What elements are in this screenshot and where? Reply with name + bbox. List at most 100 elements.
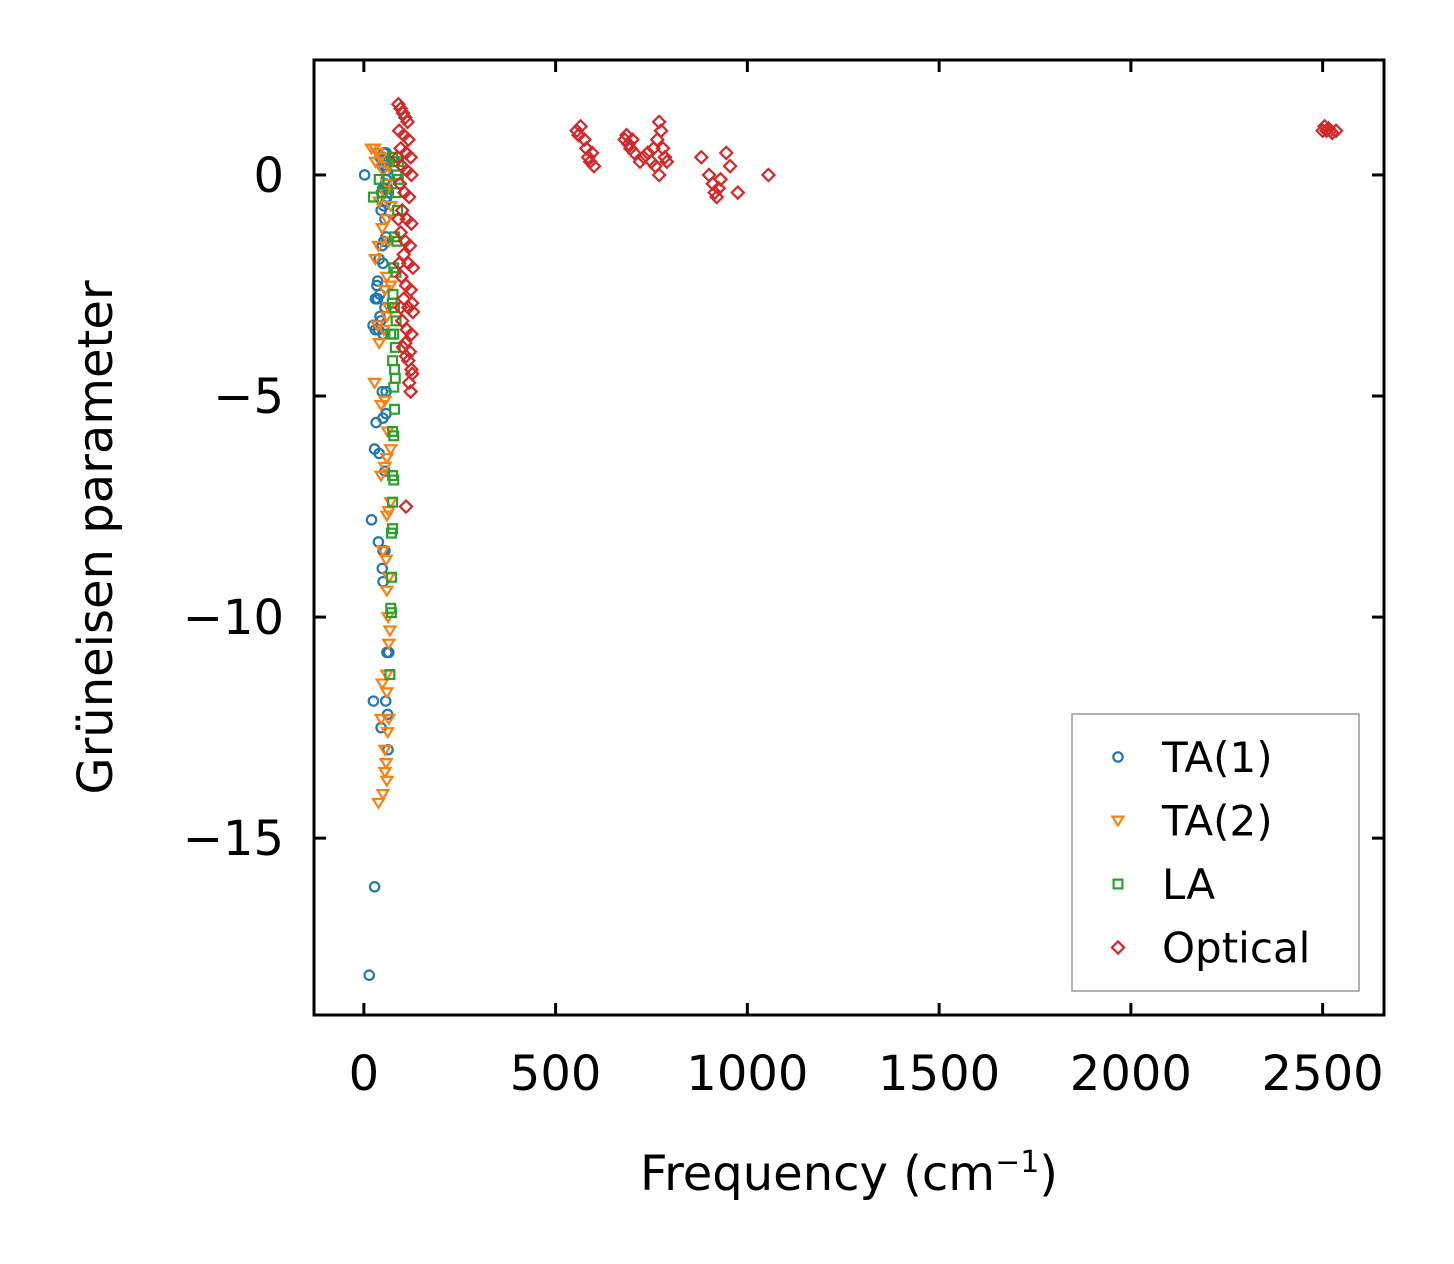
x-axis-label-suffix: ): [1039, 1146, 1058, 1202]
data-point-ta-2: [371, 338, 387, 350]
data-point-la: [390, 315, 402, 327]
data-point-ta-1: [365, 514, 378, 526]
legend-label-ta-1: TA(1): [1161, 733, 1273, 782]
data-point-optical: [401, 375, 417, 391]
y-tick-label: 0: [253, 148, 284, 204]
data-point-optical: [620, 136, 637, 152]
data-point-ta-1: [371, 275, 384, 287]
data-point-optical: [569, 123, 585, 139]
data-point-optical: [626, 145, 642, 161]
legend-marker-ta-1: [1112, 751, 1124, 763]
data-points: [358, 96, 1344, 981]
data-point-optical: [400, 131, 416, 148]
data-point-la: [389, 341, 401, 353]
data-point-la: [385, 571, 397, 583]
data-point-ta-2: [379, 311, 395, 324]
legend-marker-ta-2: [1110, 815, 1126, 828]
y-tick-label: −15: [183, 811, 284, 867]
data-point-ta-2: [378, 758, 394, 771]
data-point-ta-2: [377, 461, 393, 474]
data-point-optical: [401, 189, 417, 205]
data-point-optical: [584, 145, 600, 161]
data-point-optical: [636, 149, 652, 165]
data-point-optical: [711, 180, 727, 196]
data-point-ta-2: [381, 638, 397, 651]
data-point-ta-2: [374, 223, 390, 236]
x-tick-label: 1000: [686, 1046, 808, 1102]
data-point-optical: [403, 167, 420, 183]
data-point-optical: [572, 118, 589, 134]
data-point-la: [387, 470, 399, 482]
series-optical: [390, 96, 1344, 515]
x-tick-label: 1500: [878, 1046, 1000, 1102]
data-point-optical: [580, 149, 596, 165]
data-point-optical: [1328, 123, 1344, 139]
data-point-optical: [404, 366, 420, 382]
data-point-optical: [390, 211, 406, 227]
legend: TA(1) TA(2) LA Optical: [1071, 713, 1360, 992]
data-point-la: [385, 527, 397, 539]
data-point-optical: [730, 185, 746, 201]
data-point-ta-2: [367, 377, 383, 390]
data-point-ta-2: [378, 554, 394, 567]
data-point-optical: [405, 260, 421, 276]
data-point-ta-2: [381, 713, 397, 726]
data-point-ta-2: [375, 788, 391, 801]
data-point-ta-2: [373, 470, 389, 483]
data-point-ta-2: [383, 444, 399, 457]
data-point-ta-2: [367, 254, 383, 266]
data-point-optical: [659, 154, 675, 170]
data-point-optical: [402, 238, 418, 254]
legend-entry-ta-2: TA(2): [1110, 797, 1273, 846]
data-point-ta-2: [375, 545, 391, 558]
legend-entry-ta-1: TA(1): [1112, 733, 1273, 782]
y-axis-label: Grüneisen parameter: [68, 280, 124, 795]
y-tick-label: −5: [213, 369, 284, 425]
axis-ticks: 0 500 1000 1500 2000 2500 0 −5 −10 −15: [183, 60, 1384, 1102]
data-point-ta-2: [367, 143, 383, 156]
legend-label-la: LA: [1162, 860, 1215, 909]
data-point-ta-2: [373, 713, 389, 726]
data-point-la: [385, 328, 397, 340]
data-point-optical: [403, 282, 419, 298]
x-tick-label: 0: [349, 1046, 380, 1102]
data-point-la: [386, 297, 398, 309]
data-point-optical: [391, 255, 407, 271]
data-point-ta-2: [379, 271, 395, 284]
data-point-optical: [653, 123, 669, 139]
data-point-ta-2: [379, 775, 395, 788]
legend-entries: TA(1) TA(2) LA Optical: [1110, 733, 1310, 973]
data-point-ta-2: [379, 452, 395, 465]
data-point-ta-1: [367, 695, 380, 707]
data-point-optical: [709, 189, 725, 205]
data-point-ta-2: [370, 797, 386, 810]
data-point-optical: [693, 149, 709, 165]
x-tick-label: 2500: [1262, 1046, 1384, 1102]
data-point-la: [384, 669, 396, 681]
data-point-optical: [390, 149, 406, 165]
data-point-optical: [403, 149, 419, 165]
data-point-ta-2: [377, 744, 393, 757]
data-point-ta-1: [377, 257, 389, 270]
legend-label-optical: Optical: [1162, 924, 1310, 973]
data-point-optical: [398, 498, 414, 515]
data-point-optical: [632, 154, 648, 170]
data-point-la: [387, 355, 399, 367]
data-point-ta-2: [375, 165, 391, 178]
data-point-optical: [586, 158, 602, 174]
data-point-optical: [722, 158, 738, 174]
data-point-ta-1: [377, 412, 389, 424]
data-point-optical: [398, 348, 414, 364]
data-point-ta-2: [373, 399, 389, 412]
legend-entry-la: LA: [1112, 860, 1215, 909]
data-point-ta-2: [369, 320, 385, 333]
data-point-ta-1: [368, 881, 381, 893]
data-point-optical: [657, 149, 673, 165]
data-point-la: [389, 403, 401, 415]
data-point-la: [385, 607, 397, 619]
legend-marker-la: [1112, 878, 1124, 890]
data-point-ta-2: [373, 152, 389, 165]
x-axis-label-main: Frequency (cm: [640, 1146, 995, 1202]
data-point-optical: [403, 215, 420, 232]
